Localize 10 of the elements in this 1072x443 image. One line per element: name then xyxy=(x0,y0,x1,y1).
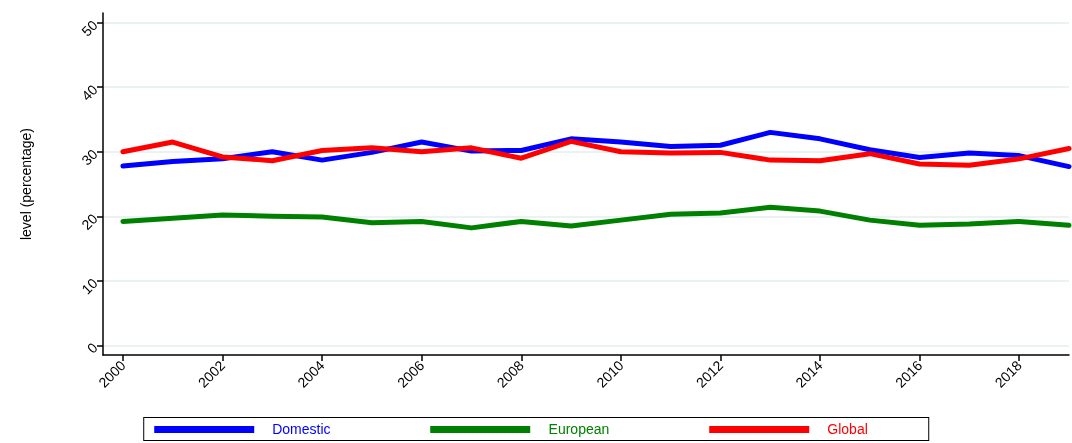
text: European xyxy=(548,421,610,437)
y-tick-label: 30 xyxy=(78,145,101,169)
y-tick-label: 10 xyxy=(78,274,101,298)
text: Domestic xyxy=(272,421,331,437)
y-tick-label: 50 xyxy=(78,16,101,40)
y-tick-label: 20 xyxy=(78,210,101,233)
y-tick-label: 0 xyxy=(83,339,101,357)
y-tick-label: 40 xyxy=(78,81,101,104)
y-axis-title: level (percentage) xyxy=(18,127,34,241)
text: Global xyxy=(827,421,868,437)
